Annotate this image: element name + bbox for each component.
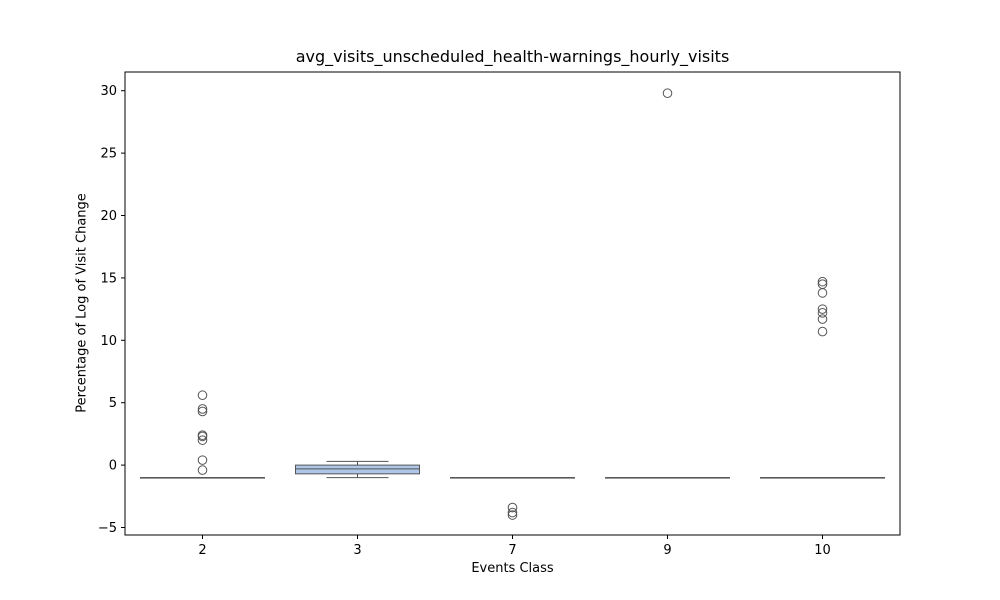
box-group-10: [760, 276, 885, 479]
outlier-point: [817, 308, 828, 318]
y-tick-label: 10: [100, 334, 117, 349]
outlier-point: [197, 435, 208, 445]
x-axis-label: Events Class: [471, 561, 554, 576]
outlier-point: [817, 326, 828, 337]
box-group-3: [295, 460, 420, 479]
outlier-point: [507, 507, 518, 518]
chart-title: avg_visits_unscheduled_health-warnings_h…: [295, 47, 730, 66]
outlier-point: [197, 465, 208, 475]
y-tick-label: 15: [100, 271, 117, 286]
outlier-point: [817, 314, 828, 324]
x-tick-label: 10: [814, 543, 831, 558]
outlier-point: [817, 276, 828, 287]
y-tick-label: 0: [109, 459, 117, 474]
outlier-point: [197, 404, 208, 414]
y-tick-label: 30: [100, 84, 117, 99]
x-tick-label: 7: [508, 543, 516, 558]
outlier-point: [662, 88, 673, 99]
x-tick-label: 2: [198, 543, 206, 558]
box-group-7: [450, 477, 575, 520]
y-axis-ticks: −5 0 5 10 15 20 25 30: [98, 84, 125, 536]
plot-area-frame: [124, 71, 901, 536]
x-tick-label: 3: [353, 543, 361, 558]
box-iqr: [295, 464, 420, 475]
y-tick-label: 5: [109, 396, 117, 411]
outlier-point: [197, 455, 208, 465]
y-tick-label: 25: [100, 147, 117, 162]
x-axis-ticks: 2 3 7 9 10: [198, 535, 831, 558]
y-tick-label: 20: [100, 209, 117, 224]
x-tick-label: 9: [663, 543, 671, 558]
outlier-point: [507, 502, 518, 513]
outlier-point: [507, 510, 518, 520]
outlier-point: [817, 288, 828, 298]
outlier-point: [817, 304, 828, 314]
box-group-2: [140, 390, 265, 479]
outlier-point: [197, 390, 208, 401]
outlier-point: [197, 431, 208, 442]
box-group-9: [605, 88, 730, 479]
outlier-point: [197, 406, 208, 417]
y-tick-label: −5: [98, 521, 117, 536]
plot-marks: [140, 88, 885, 520]
